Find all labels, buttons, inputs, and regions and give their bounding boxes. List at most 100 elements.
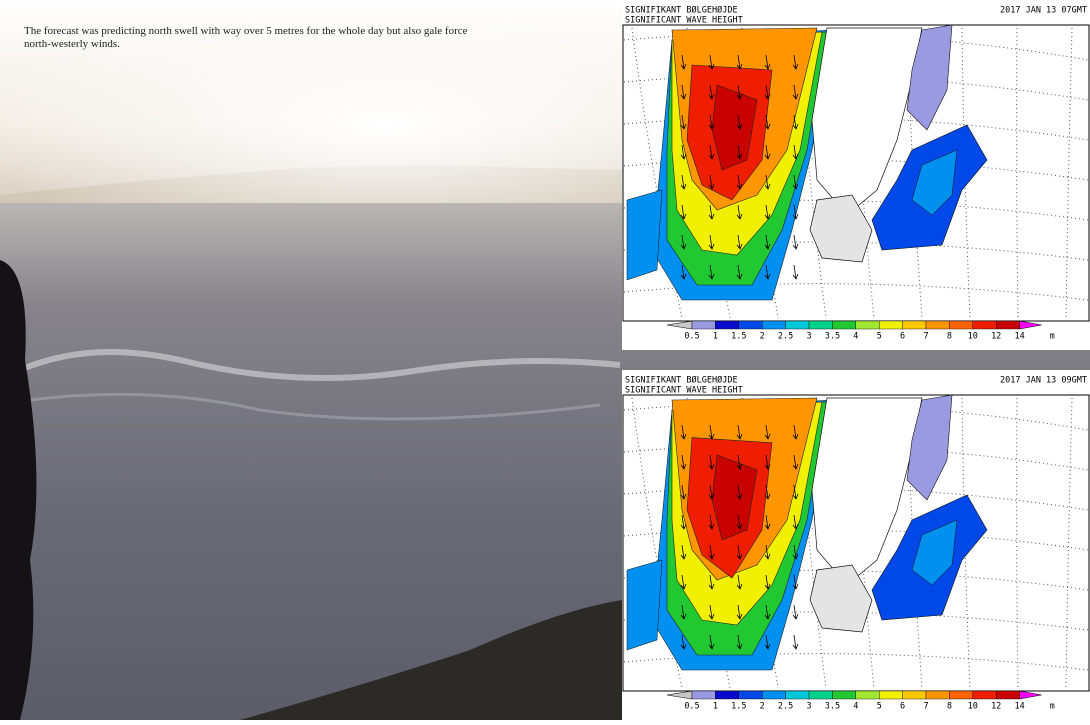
wind-arrow [708,454,715,470]
colorbar-label: 14 [1014,332,1024,342]
wind-arrow [680,454,687,470]
wind-arrow [736,264,743,280]
caption: The forecast was predicting north swell … [24,25,468,50]
map-subtitle: SIGNIFICANT WAVE HEIGHT [625,386,743,396]
colorbar-high [1019,320,1042,330]
colorbar-band [832,690,856,700]
colorbar-high [1019,690,1042,700]
wind-arrow [764,514,771,530]
grid-line [623,653,1089,671]
colorbar-label: 6 [900,332,905,342]
wind-arrow [680,544,687,560]
wind-arrow [792,424,799,440]
wind-arrow [792,234,799,250]
wind-arrow [708,144,715,160]
wind-arrow [708,84,715,100]
colorbar-label: 3.5 [825,702,840,712]
wind-arrow [708,574,715,590]
wind-arrow [792,204,799,220]
colorbar-label: 3 [806,332,811,342]
wind-arrow [708,54,715,70]
colorbar-unit: m [1050,332,1055,342]
map-timestamp: 2017 JAN 13 07GMT [1000,6,1087,16]
wind-arrow [736,424,743,440]
wind-arrow [764,234,771,250]
grid-line [1065,27,1073,319]
colorbar-band [691,320,716,330]
wind-arrow [736,484,743,500]
colorbar-band [902,690,927,700]
colorbar-label: 12 [991,702,1001,712]
wind-arrow [736,54,743,70]
colorbar-band [949,320,973,330]
wind-arrow [792,144,799,160]
caption-line: The forecast was predicting north swell … [24,25,468,37]
colorbar-label: 0.5 [684,702,699,712]
wind-arrow [708,174,715,190]
colorbar-band [972,690,997,700]
wind-arrow [708,424,715,440]
colorbar-label: 10 [968,332,978,342]
wind-arrow [736,144,743,160]
wind-arrow [764,264,771,280]
baltic [626,189,663,281]
colorbar-label: 7 [923,332,928,342]
colorbar-label: 8 [947,702,952,712]
wind-arrow [680,204,687,220]
colorbar-band [879,690,903,700]
wind-arrow [792,604,799,620]
wind-arrow [736,174,743,190]
colorbar-label: 3.5 [825,332,840,342]
caption-line: north-westerly winds. [24,38,120,50]
colorbar-label: 10 [968,702,978,712]
grid-line [623,283,1089,301]
wind-arrow [792,174,799,190]
wind-arrow [708,204,715,220]
wind-arrow [764,204,771,220]
wind-arrow [680,114,687,130]
wave-contour [711,84,758,171]
colorbar-label: 0.5 [684,332,699,342]
colorbar-label: 4 [853,332,858,342]
colorbar-label: 2.5 [778,702,793,712]
colorbar-band [761,320,786,330]
wind-arrow [708,514,715,530]
colorbar-label: 1.5 [731,702,746,712]
wind-arrow [764,174,771,190]
colorbar-label: 7 [923,702,928,712]
colorbar-band [715,320,740,330]
wind-arrow [764,84,771,100]
wind-arrow [736,204,743,220]
colorbar-label: 6 [900,702,905,712]
wind-arrow [708,114,715,130]
colorbar-label: 5 [877,702,882,712]
map-timestamp: 2017 JAN 13 09GMT [1000,376,1087,386]
wind-arrow [736,84,743,100]
wind-arrow [680,484,687,500]
wind-arrow [792,84,799,100]
colorbar-band [949,690,973,700]
colorbar-band [761,690,786,700]
wind-arrow [764,144,771,160]
colorbar-label: 12 [991,332,1001,342]
wind-arrow [680,144,687,160]
colorbar-band [996,320,1020,330]
wind-arrow [680,264,687,280]
colorbar-band [855,690,880,700]
wind-arrow [764,484,771,500]
wind-arrow [792,264,799,280]
wind-arrow [764,634,771,650]
colorbar-band [738,320,763,330]
land [809,564,873,633]
wind-arrow [792,484,799,500]
grid-line [1065,397,1073,689]
wind-arrow [764,114,771,130]
baltic [626,559,663,651]
wind-arrow [736,454,743,470]
colorbar-label: 8 [947,332,952,342]
baltic [911,519,958,586]
wind-arrow [708,544,715,560]
grid-line [1016,27,1019,319]
